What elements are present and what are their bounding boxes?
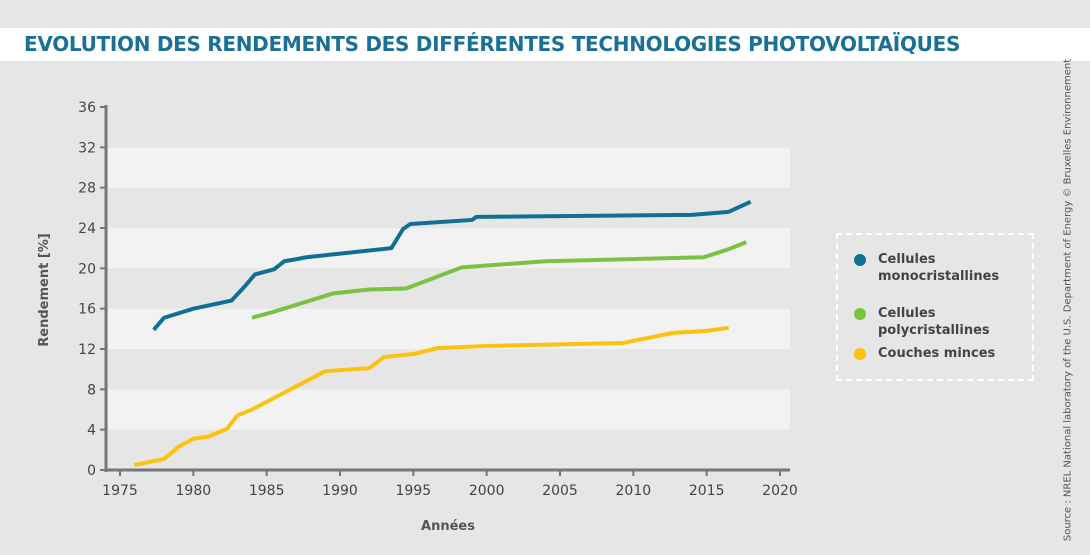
x-tick-label: 1975 (102, 483, 138, 499)
source-note: Source : NREL National laboratory of the… (1062, 58, 1074, 542)
x-tick-label: 2000 (469, 483, 505, 499)
grid-band (108, 268, 790, 309)
y-axis-label: Rendement [%] (37, 233, 52, 346)
legend: Cellules monocristallines Cellules polycr… (836, 233, 1034, 381)
grid-band (108, 147, 790, 188)
x-tick-label: 2020 (762, 483, 798, 499)
chart-title: EVOLUTION DES RENDEMENTS DES DIFFÉRENTES… (24, 32, 961, 56)
series-line-0 (152, 199, 752, 332)
y-tick-label: 32 (78, 140, 96, 156)
y-tick-label: 4 (87, 423, 96, 439)
x-tick-label: 1990 (322, 483, 358, 499)
y-tick-label: 12 (78, 342, 96, 358)
x-tick-label: 2010 (616, 483, 652, 499)
x-tick-label: 1980 (176, 483, 212, 499)
y-tick-label: 28 (78, 181, 96, 197)
legend-item: Couches minces (854, 345, 1008, 362)
legend-marker (854, 308, 866, 320)
legend-marker (854, 348, 866, 360)
legend-label: Cellules polycristallines (878, 306, 990, 338)
grid-band (108, 228, 790, 269)
legend-item: Cellules monocristallines (854, 251, 1008, 285)
legend-label: Cellules monocristallines (878, 252, 1000, 284)
grid-band (108, 308, 790, 349)
grid-band (108, 429, 790, 470)
x-axis-label: Années (421, 519, 475, 534)
grid-band (108, 107, 790, 148)
legend-item: Cellules polycristallines (854, 305, 1008, 339)
series-line-2 (134, 325, 729, 467)
y-tick-label: 0 (87, 463, 96, 479)
grid-band (108, 349, 790, 390)
x-tick-label: 1985 (249, 483, 285, 499)
y-tick-label: 36 (78, 100, 96, 116)
x-tick-label: 2015 (689, 483, 725, 499)
y-tick-label: 16 (78, 302, 96, 318)
y-tick-label: 20 (78, 261, 96, 277)
x-tick-label: 1995 (396, 483, 432, 499)
series-line-1 (251, 240, 748, 320)
x-tick-label: 2005 (542, 483, 578, 499)
legend-label: Couches minces (878, 346, 996, 361)
grid-band (108, 389, 790, 430)
legend-marker (854, 254, 866, 266)
title-bar: EVOLUTION DES RENDEMENTS DES DIFFÉRENTES… (0, 28, 1090, 61)
y-tick-label: 8 (87, 382, 96, 398)
y-tick-label: 24 (78, 221, 96, 237)
